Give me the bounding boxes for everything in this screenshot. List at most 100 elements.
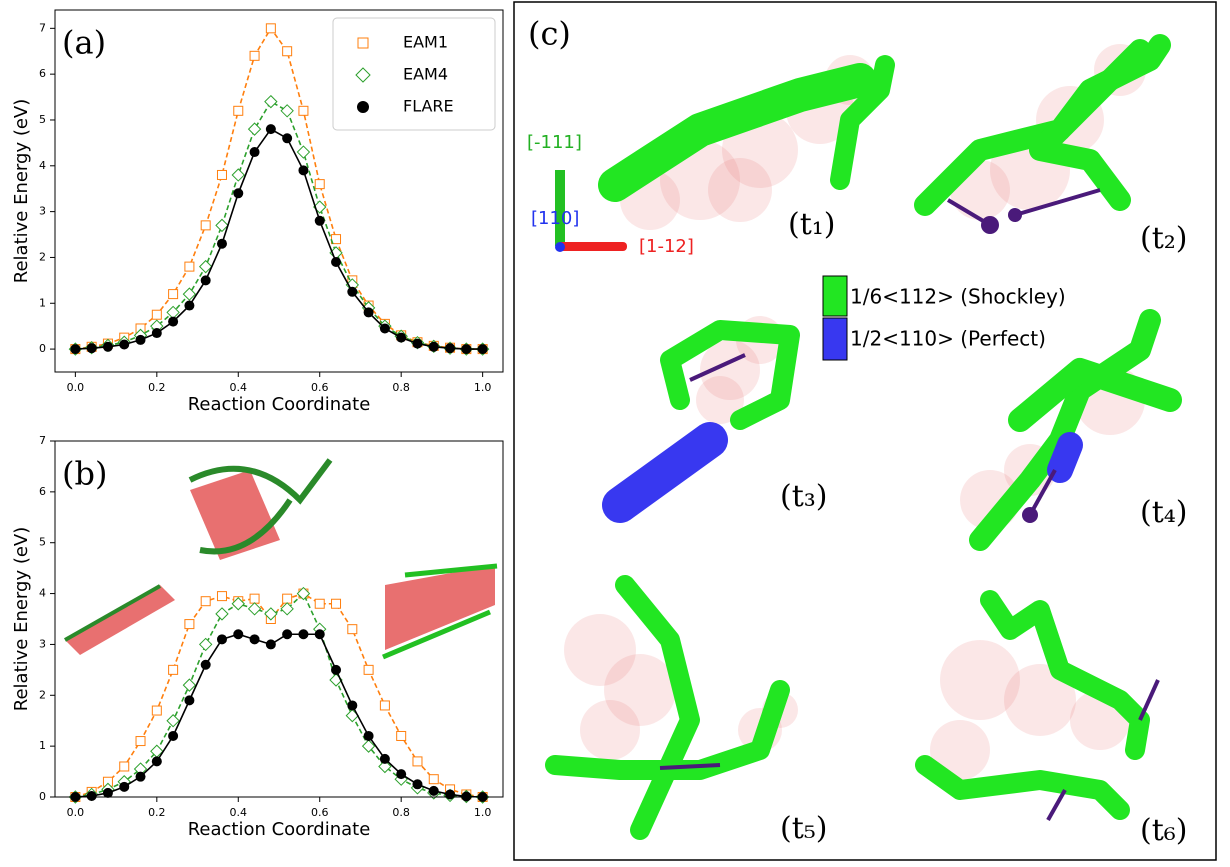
legend-label: 1/6<112> (Shockley) (850, 285, 1066, 309)
marker (379, 753, 390, 764)
x-tick-label: 0.4 (230, 381, 248, 394)
frame-label: (t₄) (1140, 495, 1188, 530)
legend-label: 1/2<110> (Perfect) (850, 327, 1046, 351)
panel-label: (c) (528, 15, 571, 53)
marker (247, 122, 262, 136)
plot-frame (54, 440, 504, 798)
marker (314, 629, 325, 640)
dislocation-art (545, 34, 1182, 840)
marker (282, 133, 293, 144)
marker (265, 124, 276, 135)
marker (200, 596, 211, 607)
marker (135, 334, 146, 345)
x-tick-label: 0.0 (67, 806, 85, 819)
frame-label: (t₅) (780, 811, 828, 846)
legend-label: EAM1 (403, 33, 448, 52)
marker (233, 629, 244, 640)
marker (233, 105, 244, 116)
marker (379, 323, 390, 334)
marker (265, 639, 276, 650)
marker (363, 730, 374, 741)
marker (445, 789, 456, 800)
marker (363, 664, 374, 675)
y-tick-label: 7 (39, 21, 46, 34)
marker (184, 619, 195, 630)
marker (151, 328, 162, 339)
marker (151, 705, 162, 716)
y-tick-label: 5 (39, 536, 46, 549)
marker (231, 597, 245, 611)
x-tick-label: 0.8 (392, 806, 410, 819)
marker (396, 730, 407, 741)
legend-marker (357, 101, 369, 113)
marker (119, 781, 130, 792)
marker (331, 598, 342, 609)
y-tick-label: 5 (39, 113, 46, 126)
x-tick-label: 0.0 (67, 381, 85, 394)
legend-label: EAM4 (403, 65, 448, 84)
x-tick-label: 1.0 (474, 381, 492, 394)
panel-label: (a) (62, 24, 106, 62)
marker (477, 344, 488, 355)
x-tick-label: 0.4 (230, 806, 248, 819)
y-tick-label: 6 (39, 485, 46, 498)
marker (264, 607, 278, 621)
marker (282, 46, 293, 57)
legend-label: FLARE (403, 97, 454, 116)
frame-label: (t₆) (1140, 813, 1188, 848)
marker (412, 779, 423, 790)
marker (280, 602, 294, 616)
panel-label: (b) (62, 455, 107, 493)
marker (412, 338, 423, 349)
marker (135, 736, 146, 747)
marker (168, 316, 179, 327)
marker (264, 94, 278, 109)
y-axis-label: Relative Energy (eV) (11, 99, 32, 283)
marker (396, 332, 407, 343)
marker (247, 602, 262, 616)
y-tick-label: 1 (39, 739, 46, 752)
y-tick-label: 7 (39, 434, 46, 447)
frame-label: (t₁) (788, 207, 836, 242)
x-axis-label: Reaction Coordinate (188, 394, 371, 415)
marker (216, 591, 227, 602)
marker (198, 637, 213, 652)
marker (168, 664, 179, 675)
marker (412, 756, 423, 767)
y-axis-label: Relative Energy (eV) (11, 527, 32, 711)
marker (200, 659, 211, 670)
marker (428, 341, 439, 352)
panel-c-frame (513, 1, 1217, 861)
marker (361, 739, 376, 753)
marker (216, 169, 227, 180)
marker (445, 343, 456, 354)
marker (347, 624, 358, 635)
marker (184, 300, 195, 311)
marker (216, 238, 227, 249)
marker (428, 785, 439, 796)
marker (265, 23, 276, 34)
marker (379, 700, 390, 711)
marker (314, 598, 325, 609)
y-tick-label: 0 (39, 790, 46, 803)
marker (347, 286, 358, 297)
marker (378, 759, 392, 774)
y-tick-label: 2 (39, 688, 46, 701)
axis-triad (555, 170, 627, 252)
marker (282, 629, 293, 640)
legend-swatch (822, 317, 848, 361)
marker (119, 339, 130, 350)
marker (231, 168, 245, 182)
marker (280, 104, 294, 118)
marker (298, 629, 309, 640)
marker (331, 257, 342, 268)
marker (86, 343, 97, 354)
marker (331, 664, 342, 675)
axis-label: [110] (531, 208, 579, 229)
marker (363, 307, 374, 318)
inset-art (64, 458, 498, 660)
marker (182, 678, 197, 692)
marker (461, 344, 472, 355)
marker (102, 341, 113, 352)
marker (151, 309, 162, 320)
